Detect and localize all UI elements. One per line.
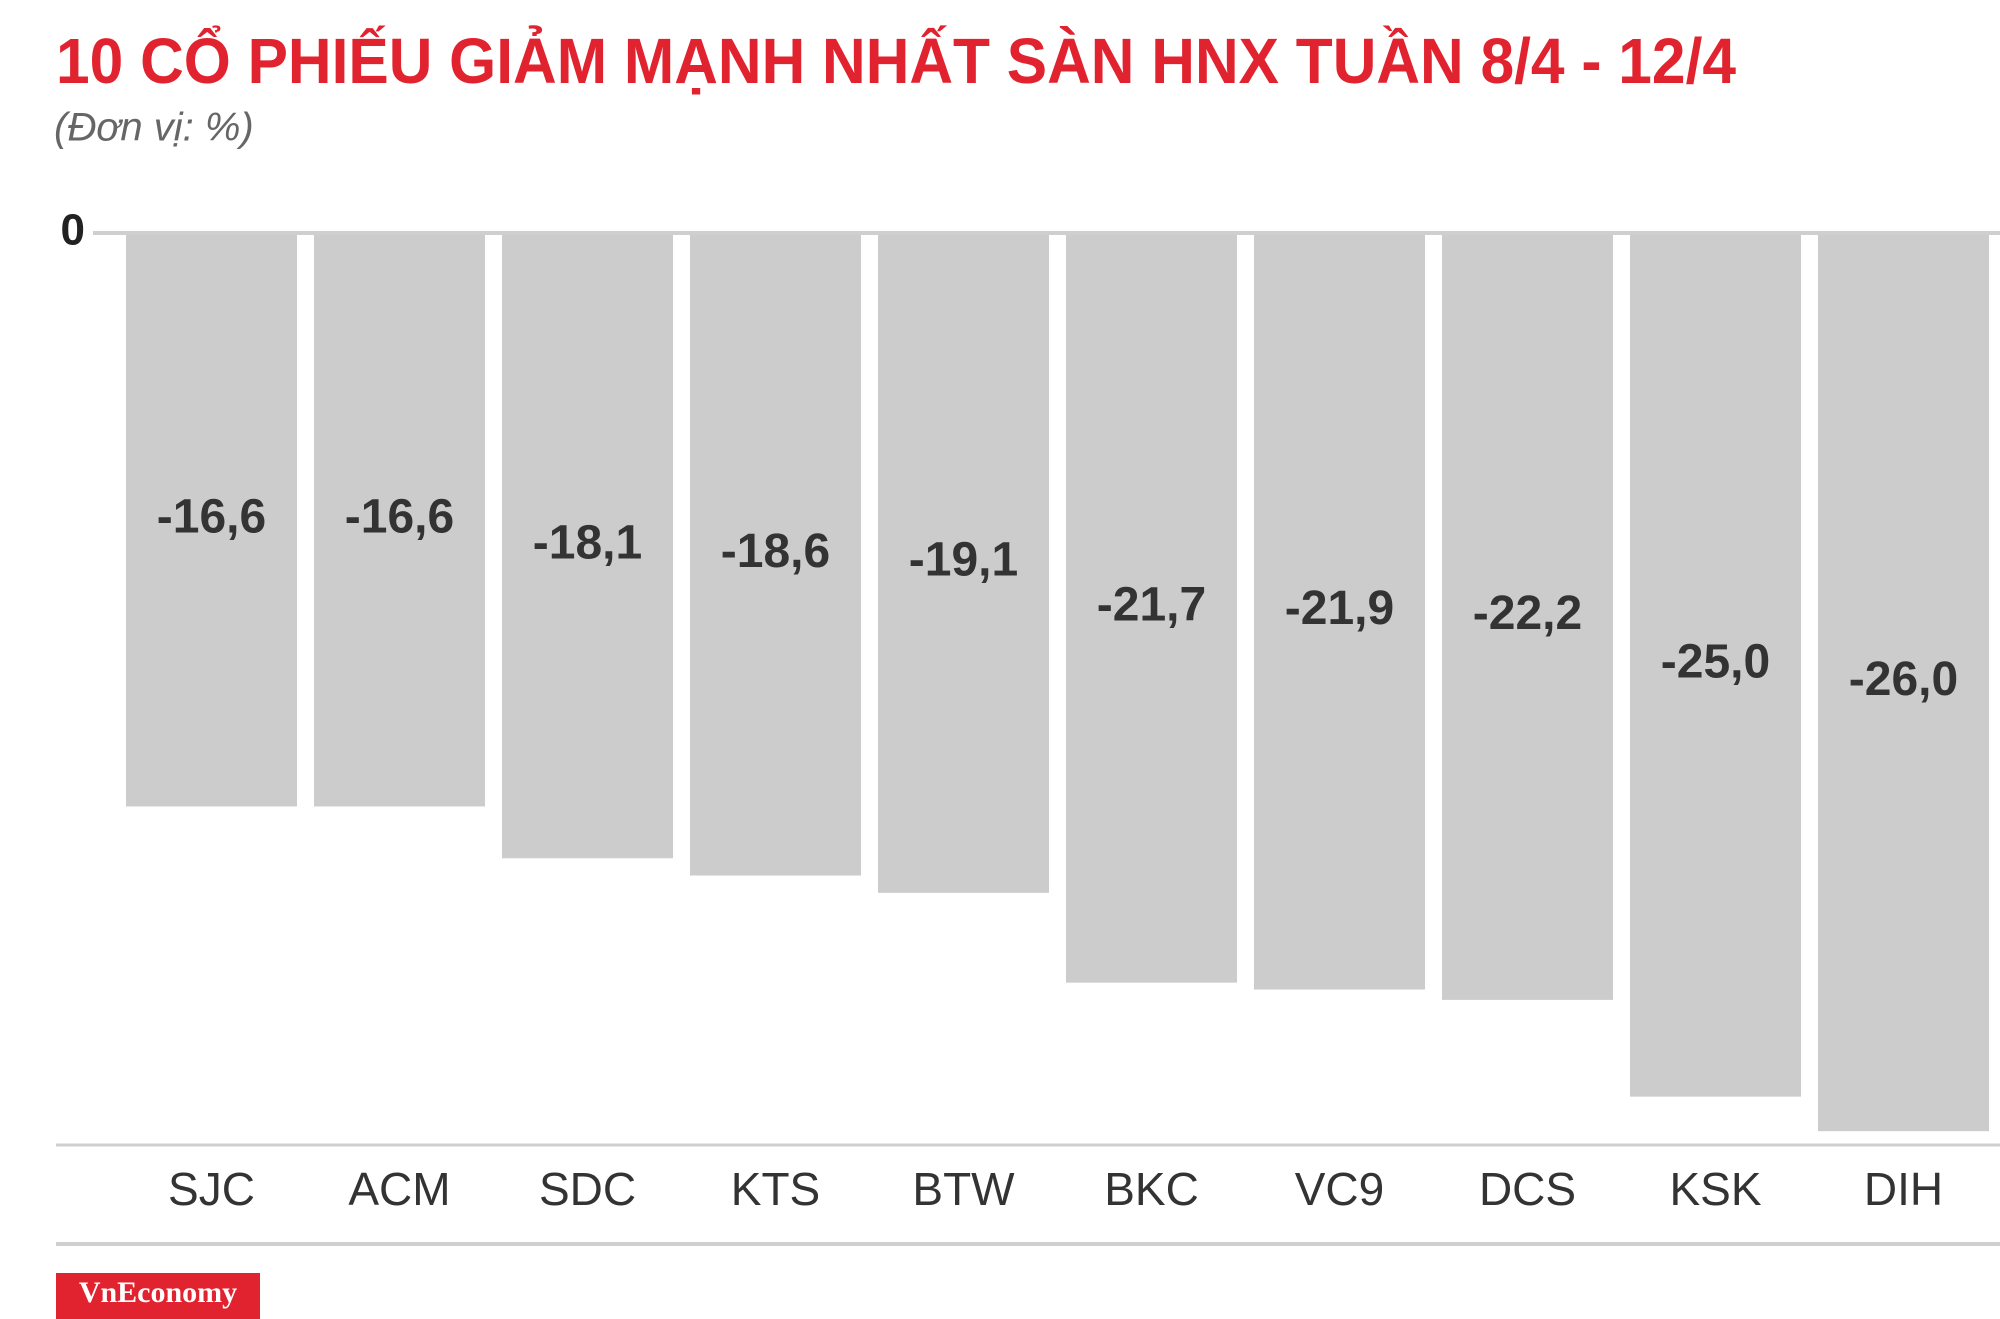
- x-tick-label: BTW: [912, 1163, 1015, 1215]
- bar: [1630, 233, 1801, 1097]
- x-tick-label: ACM: [348, 1163, 450, 1215]
- bar: [502, 233, 673, 859]
- y-tick-label: 0: [61, 206, 85, 255]
- value-label: -25,0: [1661, 635, 1770, 688]
- value-label: -16,6: [345, 490, 454, 543]
- x-tick-label: DCS: [1479, 1163, 1576, 1215]
- logo: VnEconomy: [79, 1276, 237, 1309]
- bar: [878, 233, 1049, 893]
- logo-box: [56, 1273, 260, 1319]
- value-label: -18,6: [721, 525, 830, 578]
- value-label: -19,1: [909, 534, 1018, 587]
- x-tick-label: SDC: [539, 1163, 636, 1215]
- value-label: -26,0: [1849, 653, 1958, 706]
- value-label: -18,1: [533, 516, 642, 569]
- bar: [1818, 233, 1989, 1132]
- x-tick-label: KSK: [1669, 1163, 1761, 1215]
- bar: [314, 233, 485, 807]
- chart-subtitle: (Đơn vị: %): [54, 106, 254, 150]
- value-label: -21,9: [1285, 582, 1394, 635]
- x-tick-label: VC9: [1295, 1163, 1384, 1215]
- x-tick-label: SJC: [168, 1163, 255, 1215]
- x-tick-label: BKC: [1104, 1163, 1199, 1215]
- value-label: -22,2: [1473, 587, 1582, 640]
- value-label: -21,7: [1097, 578, 1206, 631]
- chart-title: 10 CỔ PHIẾU GIẢM MẠNH NHẤT SÀN HNX TUẦN …: [56, 24, 1736, 97]
- value-label: -16,6: [157, 490, 266, 543]
- bar: [690, 233, 861, 876]
- bar: [1066, 233, 1237, 983]
- x-tick-label: KTS: [731, 1163, 820, 1215]
- bar: [126, 233, 297, 807]
- bar: [1254, 233, 1425, 990]
- x-tick-label: DIH: [1864, 1163, 1943, 1215]
- bar: [1442, 233, 1613, 1000]
